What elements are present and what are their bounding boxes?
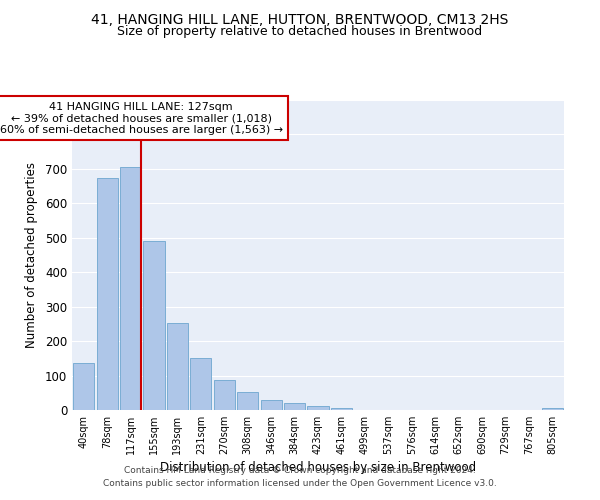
- Bar: [143, 240, 164, 410]
- Bar: [331, 408, 352, 410]
- Bar: [284, 403, 305, 410]
- Text: Size of property relative to detached houses in Brentwood: Size of property relative to detached ho…: [118, 25, 482, 38]
- Y-axis label: Number of detached properties: Number of detached properties: [25, 162, 38, 348]
- Text: 41 HANGING HILL LANE: 127sqm
← 39% of detached houses are smaller (1,018)
60% of: 41 HANGING HILL LANE: 127sqm ← 39% of de…: [0, 102, 283, 135]
- Bar: [260, 400, 281, 410]
- Bar: [97, 178, 118, 410]
- Bar: [167, 323, 188, 410]
- Text: Contains HM Land Registry data © Crown copyright and database right 2024.
Contai: Contains HM Land Registry data © Crown c…: [103, 466, 497, 487]
- X-axis label: Distribution of detached houses by size in Brentwood: Distribution of detached houses by size …: [160, 461, 476, 474]
- Bar: [214, 380, 235, 410]
- Bar: [73, 363, 94, 410]
- Bar: [542, 408, 563, 410]
- Bar: [120, 167, 141, 410]
- Text: 41, HANGING HILL LANE, HUTTON, BRENTWOOD, CM13 2HS: 41, HANGING HILL LANE, HUTTON, BRENTWOOD…: [91, 12, 509, 26]
- Bar: [190, 358, 211, 410]
- Bar: [307, 406, 329, 410]
- Bar: [237, 392, 258, 410]
